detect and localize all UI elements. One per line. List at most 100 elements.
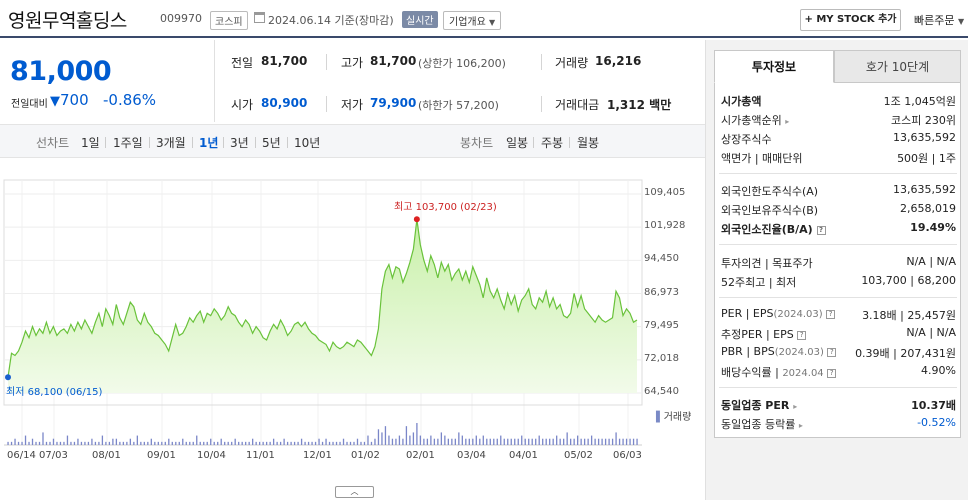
down-arrow-icon: ▼ bbox=[50, 94, 60, 109]
volume-bar bbox=[196, 435, 198, 445]
tab-investment-info[interactable]: 투자정보 bbox=[714, 50, 834, 83]
volume-bar bbox=[510, 438, 512, 445]
52w-row: 52주최고 | 최저 103,700 | 68,200 bbox=[721, 274, 956, 289]
volume-bar bbox=[367, 435, 369, 445]
volume-bar bbox=[426, 438, 429, 445]
tab-3y[interactable]: 3년 bbox=[230, 136, 249, 150]
tab-1y[interactable]: 1년 bbox=[199, 136, 219, 150]
volume-bar bbox=[507, 438, 509, 445]
chevron-down-icon: ▼ bbox=[957, 17, 965, 26]
volume-bar bbox=[356, 438, 359, 445]
company-info-dropdown[interactable]: 기업개요 ▼ bbox=[443, 11, 502, 30]
volume-bar bbox=[87, 441, 90, 445]
volume-bar bbox=[563, 438, 565, 445]
y-tick-label: 86,973 bbox=[644, 286, 679, 298]
opinion-row: 투자의견 | 목표주가 N/A | N/A bbox=[721, 255, 956, 270]
volume-bar bbox=[122, 441, 125, 445]
volume-bar bbox=[28, 441, 30, 445]
volume-bar bbox=[112, 438, 114, 445]
trade-value-label: 거래대금 bbox=[555, 98, 600, 112]
volume-bar bbox=[311, 441, 313, 445]
x-tick-label: 04/01 bbox=[509, 450, 538, 461]
volume-bar bbox=[300, 438, 303, 445]
est-per-row: 추정PER | EPS ? N/A | N/A bbox=[721, 326, 956, 341]
volume-bar bbox=[384, 426, 387, 445]
help-icon[interactable]: ? bbox=[816, 226, 826, 235]
tab-3m[interactable]: 3개월 bbox=[156, 136, 186, 150]
volume-bar bbox=[486, 438, 488, 445]
volume-bar bbox=[80, 441, 83, 445]
volume-bar bbox=[108, 441, 111, 445]
price-change-pct: -0.86% bbox=[103, 91, 157, 109]
tab-1d[interactable]: 1일 bbox=[81, 136, 100, 150]
volume-bar bbox=[528, 438, 530, 445]
volume-bar bbox=[21, 441, 23, 445]
volume-bar bbox=[514, 438, 516, 445]
tab-1w[interactable]: 1주일 bbox=[113, 136, 143, 150]
volume-bar bbox=[203, 441, 205, 445]
help-icon[interactable]: ? bbox=[827, 348, 837, 357]
volume-bar bbox=[332, 441, 334, 445]
high-label: 고가 bbox=[341, 56, 364, 70]
volume-bar bbox=[475, 435, 477, 445]
volume-bar bbox=[559, 438, 561, 445]
realtime-badge[interactable]: 실시간 bbox=[402, 11, 438, 28]
tab-5y[interactable]: 5년 bbox=[262, 136, 281, 150]
volume: 16,216 bbox=[595, 54, 642, 68]
chart-collapse-button[interactable]: ︿ bbox=[335, 486, 374, 498]
volume-bar bbox=[321, 441, 324, 445]
x-tick-label: 05/02 bbox=[564, 450, 593, 461]
prev-close: 81,700 bbox=[261, 54, 308, 68]
my-stock-add-button[interactable]: + MY STOCK 추가 bbox=[800, 9, 901, 31]
volume-bar bbox=[353, 441, 355, 445]
volume-bar bbox=[49, 441, 51, 445]
calendar-icon bbox=[254, 12, 265, 23]
quick-order-dropdown[interactable]: 빠른주문 ▼ bbox=[914, 14, 965, 27]
x-tick-label: 08/01 bbox=[92, 450, 121, 461]
tab-daily[interactable]: 일봉 bbox=[506, 136, 529, 150]
help-icon[interactable]: ? bbox=[826, 310, 836, 319]
volume-bar bbox=[339, 441, 341, 445]
volume-bar bbox=[552, 438, 554, 445]
volume-bar bbox=[611, 438, 614, 445]
volume-bar bbox=[272, 438, 275, 445]
tab-monthly[interactable]: 월봉 bbox=[577, 136, 600, 150]
volume-bar bbox=[178, 441, 180, 445]
volume-bar bbox=[556, 435, 558, 445]
volume-bar bbox=[503, 438, 505, 445]
volume-bar bbox=[45, 441, 48, 445]
y-tick-label: 79,495 bbox=[644, 319, 679, 331]
volume-bar bbox=[517, 438, 519, 445]
volume-bar bbox=[370, 441, 373, 445]
help-icon[interactable]: ? bbox=[797, 331, 807, 340]
volume-bar bbox=[437, 438, 439, 445]
volume-bar bbox=[150, 438, 152, 445]
volume-bar bbox=[238, 441, 240, 445]
y-tick-label: 109,405 bbox=[644, 187, 686, 198]
volume-bar bbox=[59, 441, 62, 445]
volume-bar bbox=[444, 435, 446, 445]
volume-legend: ▌거래량 bbox=[656, 412, 692, 423]
volume-bar bbox=[318, 438, 320, 445]
price-change: ▼700 bbox=[50, 91, 89, 109]
volume-bar bbox=[17, 441, 20, 445]
volume-bar bbox=[493, 438, 495, 445]
help-icon[interactable]: ? bbox=[827, 369, 837, 378]
volume-bar bbox=[168, 438, 170, 445]
volume-bar bbox=[629, 438, 631, 445]
volume-label: 거래량 bbox=[555, 56, 589, 70]
tab-weekly[interactable]: 주봉 bbox=[541, 136, 564, 150]
volume-bar bbox=[423, 438, 425, 445]
tab-order-book[interactable]: 호가 10단계 bbox=[834, 50, 961, 83]
low-point bbox=[5, 374, 11, 381]
investment-info-body: 시가총액 1조 1,045억원 시가총액순위 ▸ 코스피 230위 상장주식수 13,… bbox=[714, 83, 961, 438]
volume-bar bbox=[231, 441, 233, 445]
volume-bar bbox=[573, 438, 575, 445]
y-tick-label: 72,018 bbox=[644, 352, 679, 364]
volume-bar bbox=[245, 441, 247, 445]
volume-bar bbox=[398, 435, 401, 445]
foreign-holding-row: 외국인보유주식수(B) 2,658,019 bbox=[721, 202, 956, 217]
volume-bar bbox=[461, 435, 463, 445]
tab-10y[interactable]: 10년 bbox=[294, 136, 321, 150]
price-chart[interactable]: 최고 103,700 (02/23) 최저 68,100 (06/15) ▌거래… bbox=[0, 160, 705, 498]
